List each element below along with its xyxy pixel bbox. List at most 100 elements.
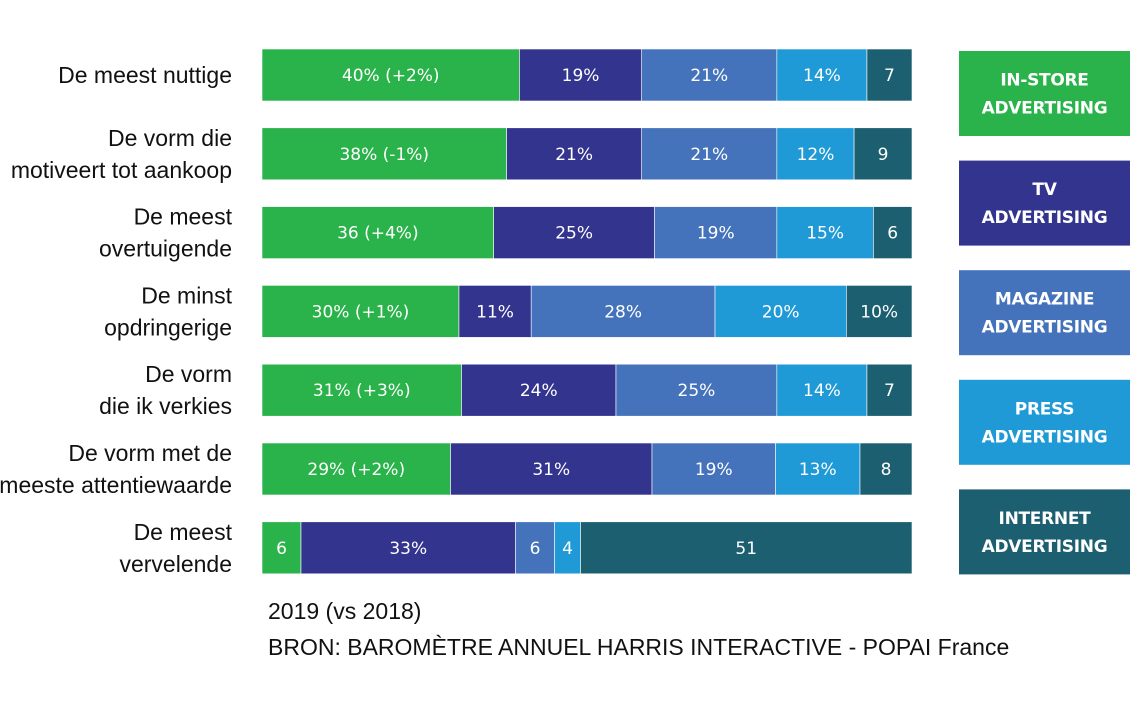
row-label: De meest vervelende xyxy=(119,519,232,577)
bar-segment xyxy=(873,206,913,259)
data-label: 31% (+3%) xyxy=(313,381,411,401)
data-label: 4 xyxy=(562,539,573,559)
legend-entry-line: ADVERTISING xyxy=(982,99,1108,119)
data-label: 36 (+4%) xyxy=(337,224,419,244)
data-label: 21% xyxy=(690,145,728,165)
bar-segment xyxy=(846,285,913,338)
legend-entry: IN-STORE ADVERTISING xyxy=(982,71,1108,119)
row-label-line: die ik verkies xyxy=(99,393,232,419)
bar-segment xyxy=(776,48,868,102)
row-label-line: De vorm met de xyxy=(68,440,232,466)
row-label-line: De vorm die xyxy=(108,125,232,151)
bar-segment xyxy=(450,442,653,496)
data-label: 29% (+2%) xyxy=(307,460,405,480)
bar-segment xyxy=(261,285,460,338)
bar-segment xyxy=(714,285,847,338)
bar-segment xyxy=(554,521,581,575)
bar-segment xyxy=(654,206,778,259)
data-label: 40% (+2%) xyxy=(342,66,440,86)
data-label: 8 xyxy=(881,460,892,480)
data-label: 21% xyxy=(555,145,593,165)
data-label: 14% xyxy=(803,66,841,86)
data-label: 25% xyxy=(678,381,716,401)
data-label: 21% xyxy=(690,66,728,86)
row-label: De vorm die ik verkies xyxy=(99,361,232,419)
bar-segment xyxy=(615,363,778,417)
bar-segment xyxy=(519,48,643,102)
data-label: 11% xyxy=(476,302,514,322)
legend-entry: PRESS ADVERTISING xyxy=(982,399,1108,447)
row-label: De meest overtuigende xyxy=(99,204,233,262)
row-label-line: De vorm xyxy=(145,361,232,387)
row-label-line: overtuigende xyxy=(99,236,232,262)
data-label: 14% xyxy=(803,381,841,401)
row-label-line: meeste attentiewaarde xyxy=(0,472,232,498)
data-label: 7 xyxy=(884,66,895,86)
data-label: 25% xyxy=(555,224,593,244)
data-label: 19% xyxy=(562,66,600,86)
legend-swatch xyxy=(959,270,1130,356)
data-label: 15% xyxy=(806,224,844,244)
bar-segment xyxy=(530,285,716,338)
row-label-line: opdringerige xyxy=(104,314,232,340)
row-label-line: De meest xyxy=(134,204,233,230)
data-label: 20% xyxy=(762,302,800,322)
bar-segment xyxy=(641,127,778,181)
legend-entry: TV ADVERTISING xyxy=(982,180,1108,228)
data-label: 6 xyxy=(887,224,898,244)
legend-entry: INTERNET ADVERTISING xyxy=(982,509,1108,557)
legend-entry-line: MAGAZINE xyxy=(995,290,1094,310)
data-label: 38% (-1%) xyxy=(339,145,429,165)
data-label: 19% xyxy=(697,224,735,244)
data-label: 13% xyxy=(799,460,837,480)
bar-segment xyxy=(853,127,913,181)
data-label: 6 xyxy=(276,539,287,559)
bar-segment xyxy=(866,363,913,417)
chart-footnote-year: 2019 (vs 2018) xyxy=(268,598,422,624)
legend-entry-line: PRESS xyxy=(1015,399,1074,419)
legend-entry: MAGAZINE ADVERTISING xyxy=(982,290,1108,338)
row-label: De vorm die motiveert tot aankoop xyxy=(11,125,232,183)
bar-segment xyxy=(261,48,520,102)
data-label: 9 xyxy=(878,145,889,165)
legend-entry-line: INTERNET xyxy=(999,509,1092,529)
data-label: 10% xyxy=(860,302,898,322)
legend-entry-line: ADVERTISING xyxy=(982,208,1108,228)
data-label: 6 xyxy=(530,539,541,559)
data-label: 12% xyxy=(797,145,835,165)
data-label: 31% xyxy=(532,460,570,480)
row-label-line: De meest xyxy=(134,519,233,545)
bar-segment xyxy=(261,363,462,417)
legend-entry-line: ADVERTISING xyxy=(982,318,1108,338)
legend-entry-line: IN-STORE xyxy=(1000,71,1088,91)
data-label: 33% xyxy=(389,539,427,559)
bar-segment xyxy=(261,127,507,181)
data-label: 7 xyxy=(884,381,895,401)
bar-segment xyxy=(580,521,913,575)
bar-segment xyxy=(776,127,855,181)
bar-segment xyxy=(493,206,655,259)
data-label: 19% xyxy=(695,460,733,480)
bar-segment xyxy=(641,48,778,102)
data-label: 51 xyxy=(735,539,757,559)
data-label: 28% xyxy=(604,302,642,322)
row-label-line: vervelende xyxy=(119,551,232,577)
legend-swatch xyxy=(959,489,1130,575)
row-label-line: De meest nuttige xyxy=(58,62,232,88)
bar-segment xyxy=(506,127,643,181)
bar-segment xyxy=(866,48,913,102)
legend-entry-line: ADVERTISING xyxy=(982,537,1108,557)
bar-segment xyxy=(458,285,532,338)
row-label: De vorm met de meeste attentiewaarde xyxy=(0,440,232,498)
row-label-line: motiveert tot aankoop xyxy=(11,157,232,183)
bar-segment xyxy=(651,442,776,496)
bar-segment xyxy=(461,363,617,417)
bar-segment xyxy=(776,206,874,259)
data-label: 30% (+1%) xyxy=(312,302,410,322)
legend-swatch xyxy=(959,160,1130,246)
data-label: 24% xyxy=(520,381,558,401)
row-label: De meest nuttige xyxy=(58,62,232,88)
legend-entry-line: ADVERTISING xyxy=(982,427,1108,447)
row-label-line: De minst xyxy=(141,282,232,308)
